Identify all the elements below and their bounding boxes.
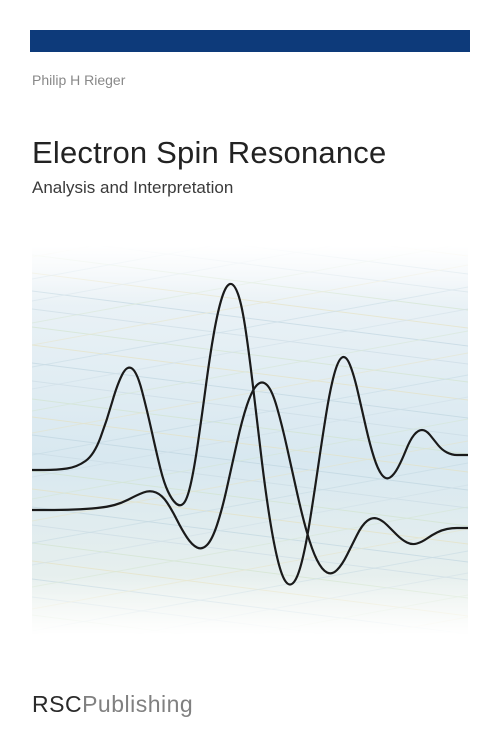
spectrum-svg bbox=[32, 245, 468, 635]
spectrum-graphic bbox=[32, 245, 468, 635]
book-cover: Philip H Rieger Electron Spin Resonance … bbox=[0, 0, 500, 748]
publisher-main: RSC bbox=[32, 691, 82, 717]
header-bar bbox=[30, 30, 470, 52]
book-title: Electron Spin Resonance bbox=[32, 135, 386, 171]
book-subtitle: Analysis and Interpretation bbox=[32, 178, 233, 198]
publisher-logo: RSCPublishing bbox=[32, 691, 193, 718]
author-name: Philip H Rieger bbox=[32, 72, 125, 88]
publisher-sub: Publishing bbox=[82, 691, 193, 717]
graphic-background bbox=[32, 245, 468, 635]
